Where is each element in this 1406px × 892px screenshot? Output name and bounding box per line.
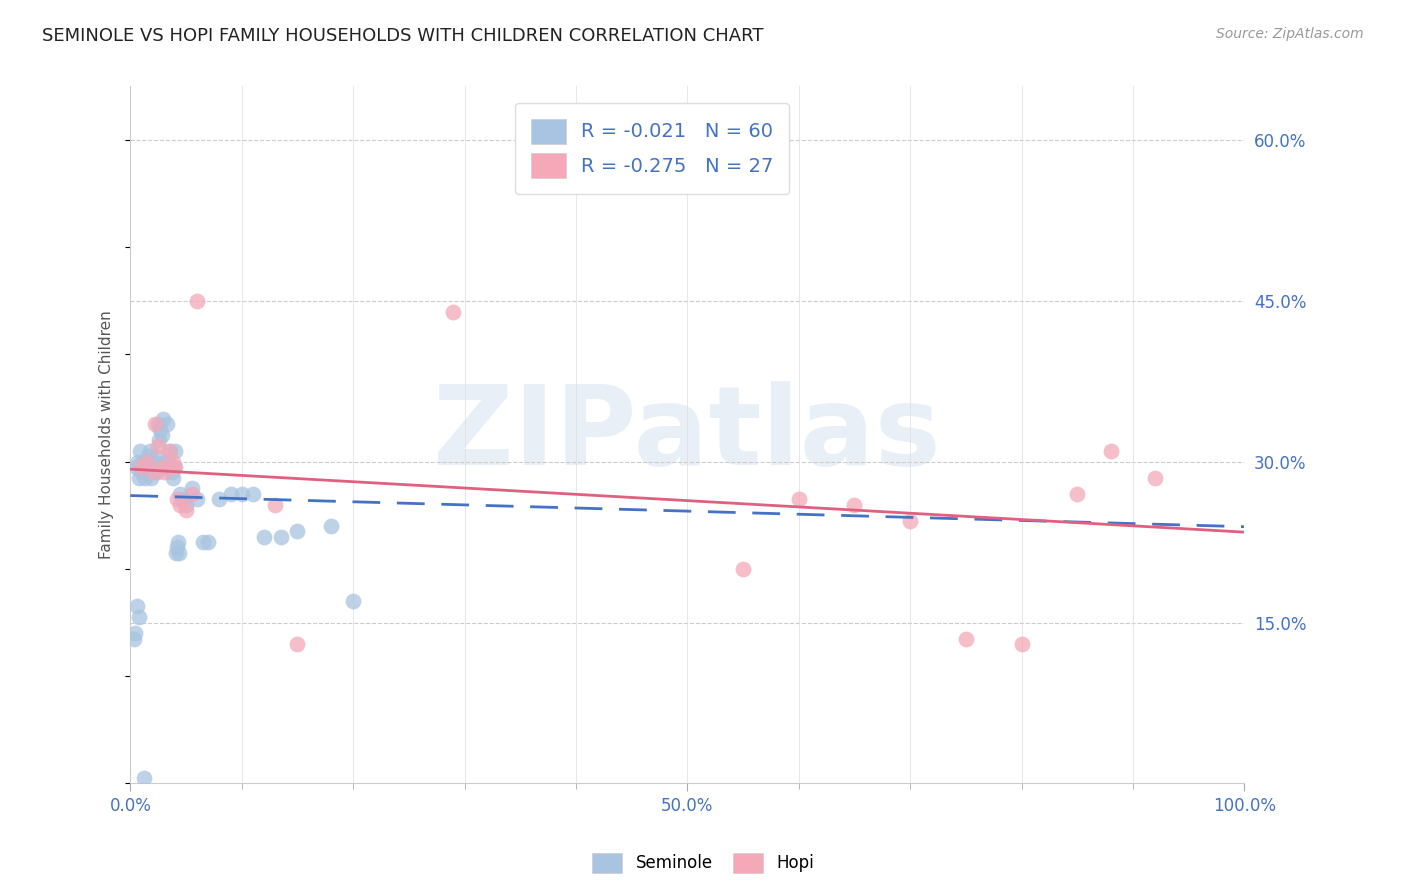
Point xyxy=(148,439,170,453)
Point xyxy=(142,466,165,480)
Point xyxy=(165,546,187,560)
Text: Source: ZipAtlas.com: Source: ZipAtlas.com xyxy=(1216,27,1364,41)
Point xyxy=(174,498,197,512)
Point xyxy=(127,455,149,469)
Point xyxy=(155,460,177,475)
Point xyxy=(287,524,309,539)
Point xyxy=(159,444,181,458)
Point xyxy=(156,417,179,431)
Point xyxy=(132,771,155,785)
Point xyxy=(132,460,155,475)
Point xyxy=(1144,471,1167,485)
Point xyxy=(157,444,180,458)
Point xyxy=(342,594,364,608)
Y-axis label: Family Households with Children: Family Households with Children xyxy=(100,310,114,559)
Point xyxy=(157,460,180,475)
Legend: R = -0.021   N = 60, R = -0.275   N = 27: R = -0.021 N = 60, R = -0.275 N = 27 xyxy=(515,103,789,194)
Point xyxy=(169,487,191,501)
Point xyxy=(270,530,292,544)
Point xyxy=(180,487,202,501)
Point xyxy=(146,466,169,480)
Point xyxy=(139,444,162,458)
Point xyxy=(163,444,186,458)
Point xyxy=(129,444,152,458)
Point xyxy=(142,455,165,469)
Point xyxy=(844,498,866,512)
Point xyxy=(169,498,191,512)
Point xyxy=(163,460,186,475)
Point xyxy=(125,460,148,475)
Point xyxy=(153,455,176,469)
Point xyxy=(131,460,153,475)
Point xyxy=(231,487,253,501)
Point xyxy=(264,498,287,512)
Text: ZIPatlas: ZIPatlas xyxy=(433,382,941,488)
Point xyxy=(1099,444,1122,458)
Point xyxy=(148,434,170,448)
Point xyxy=(157,455,180,469)
Point xyxy=(955,632,977,646)
Point xyxy=(131,466,153,480)
Point xyxy=(162,471,184,485)
Point xyxy=(898,514,921,528)
Legend: Seminole, Hopi: Seminole, Hopi xyxy=(585,847,821,880)
Point xyxy=(167,535,190,549)
Point xyxy=(160,466,183,480)
Point xyxy=(166,492,188,507)
Point xyxy=(172,492,194,507)
Point xyxy=(152,411,174,425)
Point xyxy=(145,450,167,464)
Point xyxy=(152,466,174,480)
Point xyxy=(163,460,186,475)
Point xyxy=(208,492,231,507)
Point xyxy=(124,626,146,640)
Point xyxy=(142,460,165,475)
Point xyxy=(1011,637,1033,651)
Point xyxy=(219,487,242,501)
Point xyxy=(143,460,166,475)
Point xyxy=(131,455,153,469)
Point xyxy=(134,471,156,485)
Point xyxy=(143,417,166,431)
Point xyxy=(180,482,202,496)
Point xyxy=(128,610,150,624)
Point xyxy=(141,471,163,485)
Point xyxy=(787,492,810,507)
Point xyxy=(166,541,188,555)
Point xyxy=(136,450,159,464)
Point xyxy=(253,530,276,544)
Point xyxy=(150,428,173,442)
Point xyxy=(148,417,170,431)
Point xyxy=(149,423,172,437)
Point xyxy=(169,546,191,560)
Point xyxy=(136,455,159,469)
Point xyxy=(1066,487,1088,501)
Point xyxy=(733,562,755,576)
Point xyxy=(319,519,342,533)
Point xyxy=(162,455,184,469)
Point xyxy=(174,503,197,517)
Point xyxy=(122,632,145,646)
Point xyxy=(138,455,160,469)
Point xyxy=(186,293,208,308)
Point xyxy=(135,466,157,480)
Text: SEMINOLE VS HOPI FAMILY HOUSEHOLDS WITH CHILDREN CORRELATION CHART: SEMINOLE VS HOPI FAMILY HOUSEHOLDS WITH … xyxy=(42,27,763,45)
Point xyxy=(125,599,148,614)
Point xyxy=(152,460,174,475)
Point xyxy=(136,460,159,475)
Point xyxy=(441,304,464,318)
Point xyxy=(242,487,264,501)
Point xyxy=(186,492,208,507)
Point xyxy=(191,535,214,549)
Point xyxy=(150,460,173,475)
Point xyxy=(197,535,219,549)
Point xyxy=(128,471,150,485)
Point xyxy=(287,637,309,651)
